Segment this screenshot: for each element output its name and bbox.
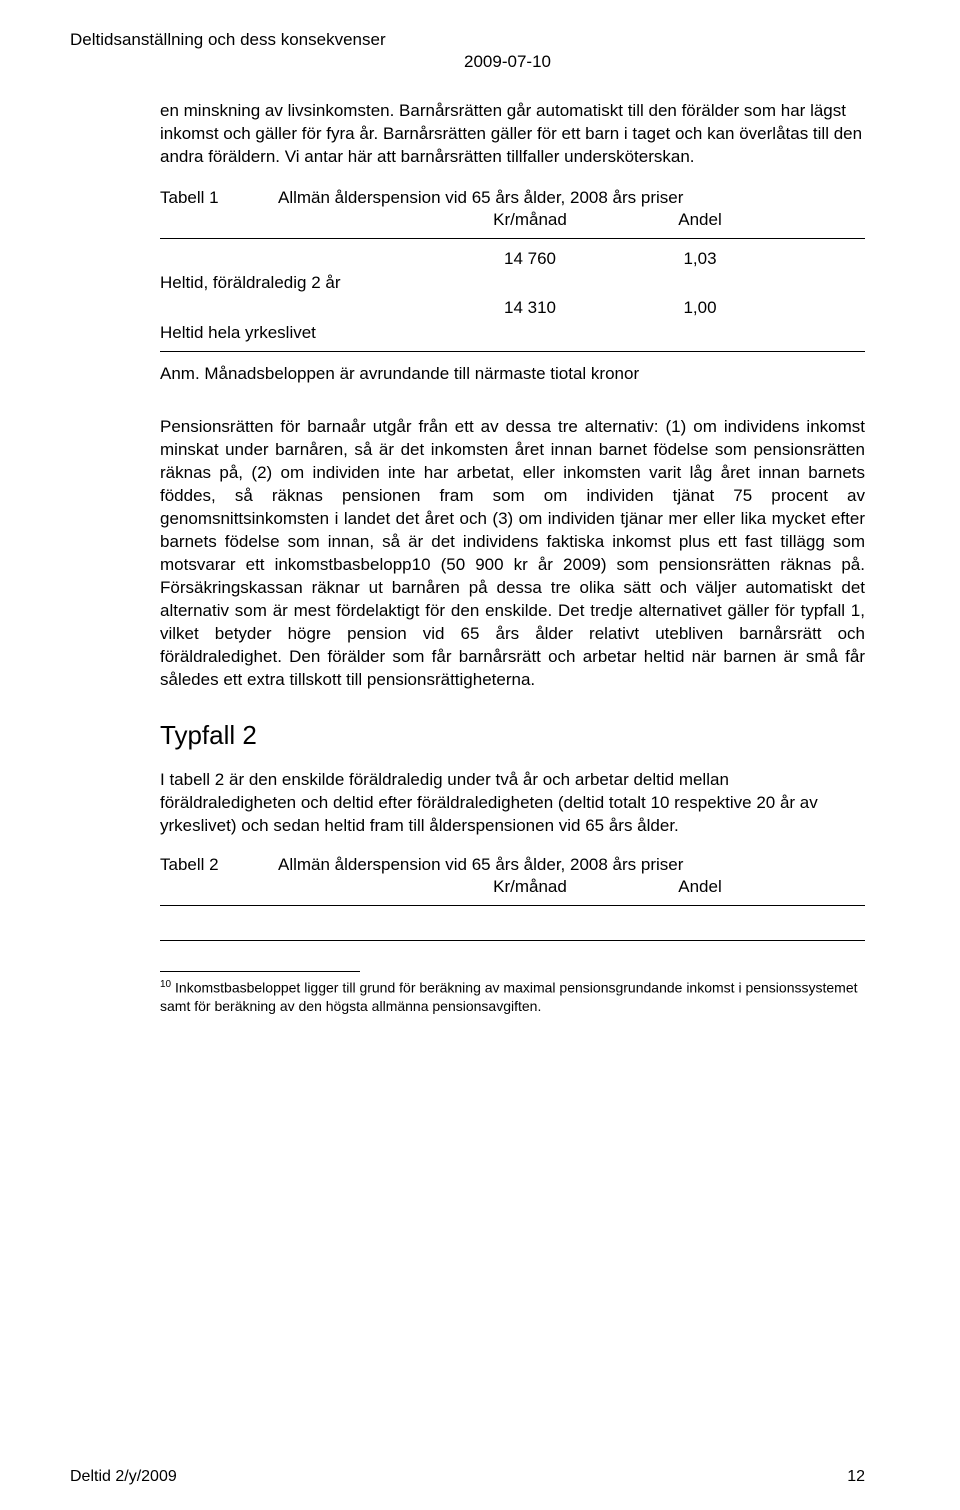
table1-col-empty — [160, 210, 440, 230]
table1-caption: Allmän ålderspension vid 65 års ålder, 2… — [260, 188, 865, 208]
footnote-number: 10 — [160, 979, 171, 990]
table1-note: Anm. Månadsbeloppen är avrundande till n… — [160, 364, 865, 384]
table1-label: Tabell 1 — [160, 188, 260, 208]
table1-r0-kr: 14 760 — [440, 247, 620, 272]
table1-col-kr: Kr/månad — [440, 210, 620, 230]
table2-empty-body — [160, 906, 865, 941]
page-footer: Deltid 2/y/2009 12 — [70, 1468, 865, 1486]
table2-col-kr: Kr/månad — [440, 877, 620, 897]
table1-r1-kr: 14 310 — [440, 296, 620, 321]
table1-caption-row: Tabell 1 Allmän ålderspension vid 65 års… — [160, 183, 865, 239]
table-row: 14 760 1,03 — [160, 247, 865, 272]
table-row: 14 310 1,00 — [160, 296, 865, 321]
table1-r1-andel: 1,00 — [620, 296, 780, 321]
table2-label: Tabell 2 — [160, 855, 260, 875]
table2-caption: Allmän ålderspension vid 65 års ålder, 2… — [260, 855, 865, 875]
footer-left: Deltid 2/y/2009 — [70, 1468, 177, 1486]
footnote-10: 10 Inkomstbasbeloppet ligger till grund … — [160, 978, 865, 1015]
table-row: Heltid hela yrkeslivet — [160, 321, 865, 346]
table1-r0-label: Heltid, föräldraledig 2 år — [160, 271, 440, 296]
footer-page-number: 12 — [847, 1468, 865, 1486]
footnote-rule — [160, 971, 360, 972]
table-row: Heltid, föräldraledig 2 år — [160, 271, 865, 296]
table1-col-andel: Andel — [620, 210, 780, 230]
body-content: en minskning av livsinkomsten. Barnårsrä… — [160, 100, 865, 1015]
table1-r0-andel: 1,03 — [620, 247, 780, 272]
document-page: Deltidsanställning och dess konsekvenser… — [0, 0, 960, 1510]
running-header-title: Deltidsanställning och dess konsekvenser — [70, 30, 865, 50]
intro-paragraph: en minskning av livsinkomsten. Barnårsrä… — [160, 100, 865, 169]
table2-col-empty — [160, 877, 440, 897]
footnote-text: Inkomstbasbeloppet ligger till grund för… — [160, 980, 858, 1014]
typfall2-paragraph: I tabell 2 är den enskilde föräldraledig… — [160, 769, 865, 838]
long-paragraph: Pensionsrätten för barnaår utgår från et… — [160, 416, 865, 691]
table1-r1-label: Heltid hela yrkeslivet — [160, 321, 440, 346]
table2-col-andel: Andel — [620, 877, 780, 897]
running-header-date: 2009-07-10 — [150, 52, 865, 72]
table2-caption-row: Tabell 2 Allmän ålderspension vid 65 års… — [160, 851, 865, 906]
table1-body: 14 760 1,03 Heltid, föräldraledig 2 år 1… — [160, 239, 865, 353]
typfall2-heading: Typfall 2 — [160, 720, 865, 751]
